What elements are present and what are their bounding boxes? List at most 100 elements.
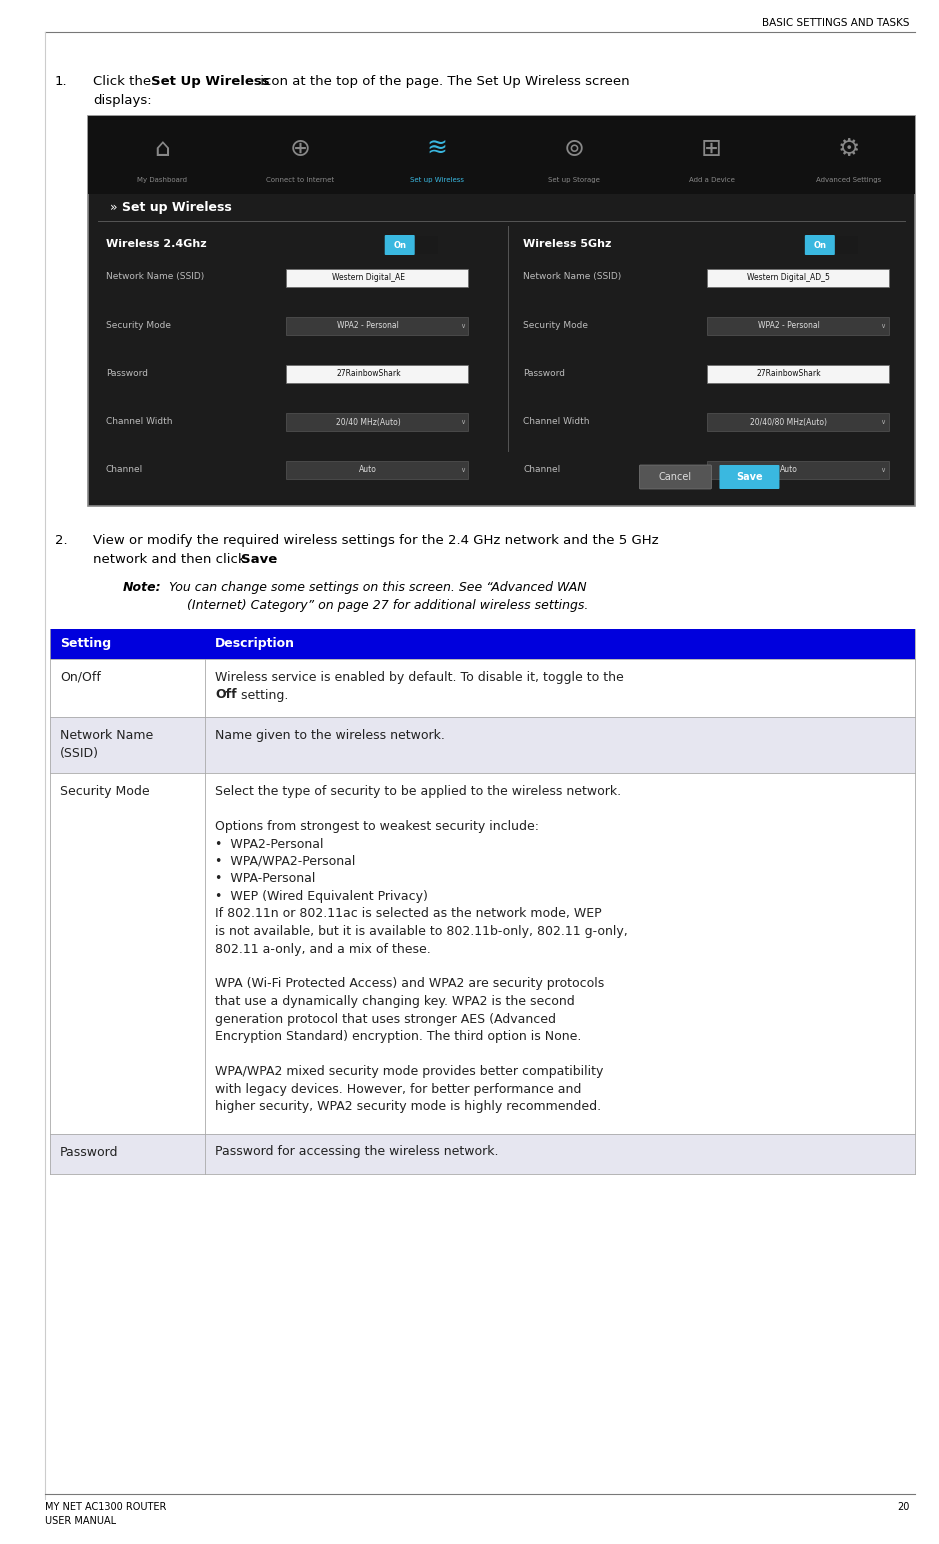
Text: Security Mode: Security Mode — [106, 321, 171, 329]
Text: 20/40/80 MHz(Auto): 20/40/80 MHz(Auto) — [750, 417, 827, 426]
Text: (SSID): (SSID) — [60, 746, 99, 760]
Text: 27RainbowShark: 27RainbowShark — [336, 369, 401, 378]
Bar — [50, 628, 915, 659]
Text: Name given to the wireless network.: Name given to the wireless network. — [215, 729, 445, 743]
Text: Set up Wireless: Set up Wireless — [122, 201, 232, 215]
Text: Channel: Channel — [523, 465, 561, 474]
Bar — [706, 412, 888, 431]
Text: (Internet) Category” on page 27 for additional wireless settings.: (Internet) Category” on page 27 for addi… — [187, 599, 589, 611]
Text: generation protocol that uses stronger AES (Advanced: generation protocol that uses stronger A… — [215, 1013, 556, 1025]
Text: »: » — [110, 201, 117, 215]
Text: 27RainbowShark: 27RainbowShark — [756, 369, 821, 378]
Text: •  WPA-Personal: • WPA-Personal — [215, 872, 316, 886]
Text: Click the: Click the — [93, 76, 155, 88]
Text: is not available, but it is available to 802.11b-only, 802.11 g-only,: is not available, but it is available to… — [215, 925, 628, 939]
Bar — [50, 774, 915, 1133]
Text: If 802.11n or 802.11ac is selected as the network mode, WEP: If 802.11n or 802.11ac is selected as th… — [215, 908, 602, 920]
Text: Options from strongest to weakest security include:: Options from strongest to weakest securi… — [215, 820, 539, 834]
Text: Network Name (SSID): Network Name (SSID) — [106, 272, 205, 281]
Text: •  WEP (Wired Equivalent Privacy): • WEP (Wired Equivalent Privacy) — [215, 889, 428, 903]
Text: ∨: ∨ — [880, 418, 885, 425]
Text: BASIC SETTINGS AND TASKS: BASIC SETTINGS AND TASKS — [762, 19, 910, 28]
Text: ∨: ∨ — [880, 466, 885, 472]
Text: WPA2 - Personal: WPA2 - Personal — [337, 321, 399, 330]
Text: Network Name (SSID): Network Name (SSID) — [523, 272, 622, 281]
Text: 802.11 a-only, and a mix of these.: 802.11 a-only, and a mix of these. — [215, 942, 431, 956]
Text: Channel Width: Channel Width — [523, 417, 590, 426]
Text: Description: Description — [215, 638, 295, 650]
Text: ⌂: ⌂ — [155, 137, 170, 161]
Bar — [88, 116, 915, 506]
Text: ⊚: ⊚ — [563, 137, 585, 161]
Text: On/Off: On/Off — [60, 672, 100, 684]
Text: ≋: ≋ — [426, 137, 448, 161]
FancyBboxPatch shape — [719, 465, 779, 489]
Text: Add a Device: Add a Device — [688, 178, 734, 182]
Text: ∨: ∨ — [460, 466, 465, 472]
Text: Security Mode: Security Mode — [523, 321, 588, 329]
Bar — [50, 716, 915, 774]
Text: Western Digital_AD_5: Western Digital_AD_5 — [747, 273, 830, 283]
Bar — [286, 364, 469, 383]
Text: setting.: setting. — [237, 689, 288, 701]
Text: Save: Save — [736, 472, 762, 482]
Text: My Dashboard: My Dashboard — [137, 178, 188, 182]
Bar — [706, 317, 888, 335]
Bar — [50, 1133, 915, 1173]
Text: ∨: ∨ — [460, 323, 465, 329]
Text: ⚙: ⚙ — [838, 137, 860, 161]
Text: ⊞: ⊞ — [701, 137, 722, 161]
Bar — [286, 462, 469, 479]
Text: Channel Width: Channel Width — [106, 417, 173, 426]
Text: with legacy devices. However, for better performance and: with legacy devices. However, for better… — [215, 1082, 581, 1096]
Text: WPA/WPA2 mixed security mode provides better compatibility: WPA/WPA2 mixed security mode provides be… — [215, 1065, 604, 1078]
Text: Connect to Internet: Connect to Internet — [266, 178, 333, 182]
Text: Auto: Auto — [779, 465, 797, 474]
Text: Password: Password — [106, 369, 148, 377]
Text: Save: Save — [241, 553, 277, 567]
Bar — [386, 236, 438, 255]
Text: Western Digital_AE: Western Digital_AE — [331, 273, 405, 283]
Text: Cancel: Cancel — [659, 472, 692, 482]
Bar — [50, 659, 915, 716]
Text: Set Up Wireless: Set Up Wireless — [151, 76, 269, 88]
Text: Wireless 2.4Ghz: Wireless 2.4Ghz — [106, 239, 207, 249]
FancyBboxPatch shape — [385, 235, 415, 255]
Text: USER MANUAL: USER MANUAL — [45, 1516, 116, 1525]
Text: ∨: ∨ — [880, 323, 885, 329]
Text: View or modify the required wireless settings for the 2.4 GHz network and the 5 : View or modify the required wireless set… — [93, 534, 658, 547]
Text: •  WPA2-Personal: • WPA2-Personal — [215, 837, 324, 851]
Bar — [88, 116, 915, 195]
Text: Encryption Standard) encryption. The third option is None.: Encryption Standard) encryption. The thi… — [215, 1030, 581, 1044]
Text: Password: Password — [60, 1146, 118, 1158]
Text: Security Mode: Security Mode — [60, 784, 149, 798]
Text: ⊕: ⊕ — [289, 137, 310, 161]
Text: On: On — [813, 241, 826, 250]
Text: •  WPA/WPA2-Personal: • WPA/WPA2-Personal — [215, 855, 355, 868]
Bar — [706, 364, 888, 383]
Text: icon at the top of the page. The Set Up Wireless screen: icon at the top of the page. The Set Up … — [256, 76, 630, 88]
Text: Select the type of security to be applied to the wireless network.: Select the type of security to be applie… — [215, 784, 621, 798]
Text: Network Name: Network Name — [60, 729, 153, 743]
Text: network and then click: network and then click — [93, 553, 250, 567]
FancyBboxPatch shape — [639, 465, 712, 489]
Text: higher security, WPA2 security mode is highly recommended.: higher security, WPA2 security mode is h… — [215, 1099, 601, 1113]
Text: Set up Storage: Set up Storage — [548, 178, 600, 182]
Text: Password for accessing the wireless network.: Password for accessing the wireless netw… — [215, 1146, 499, 1158]
Bar — [286, 269, 469, 287]
Text: Off: Off — [215, 689, 237, 701]
Text: 20/40 MHz(Auto): 20/40 MHz(Auto) — [336, 417, 401, 426]
Text: Setting: Setting — [60, 638, 111, 650]
Text: Note:: Note: — [123, 581, 162, 594]
Bar — [706, 269, 888, 287]
Text: ∨: ∨ — [460, 418, 465, 425]
Text: 2.: 2. — [55, 534, 68, 547]
Text: 1.: 1. — [55, 76, 68, 88]
Text: Wireless service is enabled by default. To disable it, toggle to the: Wireless service is enabled by default. … — [215, 672, 623, 684]
Text: WPA (Wi-Fi Protected Access) and WPA2 are security protocols: WPA (Wi-Fi Protected Access) and WPA2 ar… — [215, 977, 605, 991]
Text: You can change some settings on this screen. See “Advanced WAN: You can change some settings on this scr… — [161, 581, 587, 594]
Text: Password: Password — [523, 369, 565, 377]
Text: Set up Wireless: Set up Wireless — [410, 178, 464, 182]
Text: WPA2 - Personal: WPA2 - Personal — [758, 321, 820, 330]
Bar — [706, 462, 888, 479]
